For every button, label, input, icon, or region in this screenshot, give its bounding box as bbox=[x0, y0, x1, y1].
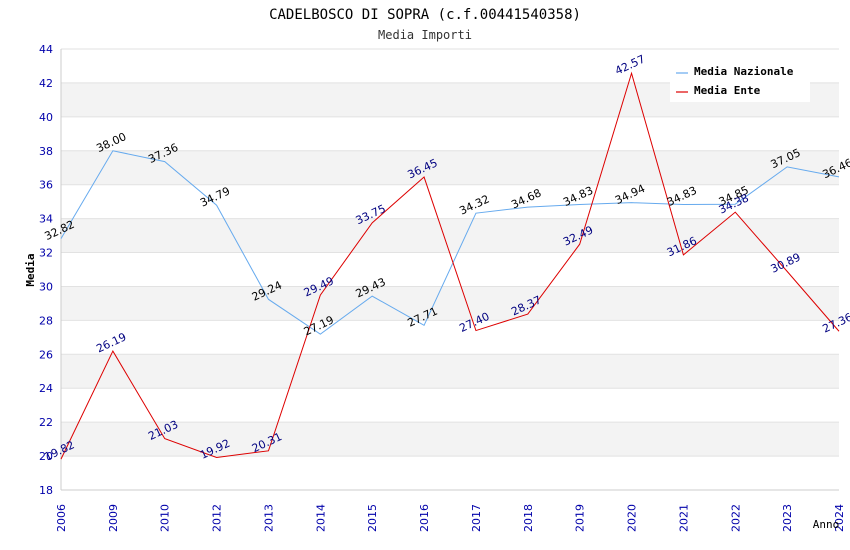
data-label: 34.83 bbox=[665, 184, 699, 209]
y-tick-label: 28 bbox=[39, 314, 53, 327]
data-label: 26.19 bbox=[94, 330, 128, 355]
x-tick-label: 2013 bbox=[262, 504, 275, 532]
y-tick-label: 18 bbox=[39, 484, 53, 497]
series-line-media-nazionale bbox=[60, 150, 840, 335]
x-tick-label: 2022 bbox=[729, 504, 742, 532]
x-tick-label: 2019 bbox=[574, 504, 587, 532]
y-tick-label: 34 bbox=[39, 213, 53, 226]
legend-label-media-ente: Media Ente bbox=[694, 84, 761, 97]
grid-band bbox=[61, 150, 839, 185]
data-label: 34.32 bbox=[457, 192, 491, 217]
data-label: 34.79 bbox=[198, 184, 232, 209]
legend-box bbox=[670, 60, 810, 102]
y-tick-label: 32 bbox=[39, 247, 53, 260]
y-tick-label: 22 bbox=[39, 416, 53, 429]
y-tick-label: 36 bbox=[39, 179, 53, 192]
y-tick-label: 20 bbox=[39, 450, 53, 463]
x-tick-label: 2006 bbox=[55, 504, 68, 532]
x-tick-label: 2016 bbox=[418, 504, 431, 532]
chart-title: CADELBOSCO DI SOPRA (c.f.00441540358) bbox=[269, 7, 581, 23]
x-tick-label: 2010 bbox=[159, 504, 172, 532]
x-tick-label: 2020 bbox=[626, 504, 639, 532]
y-tick-label: 40 bbox=[39, 111, 53, 124]
x-tick-label: 2021 bbox=[677, 504, 690, 532]
y-tick-label: 38 bbox=[39, 145, 53, 158]
chart-subtitle: Media Importi bbox=[378, 28, 472, 42]
data-label: 34.83 bbox=[561, 184, 595, 209]
x-tick-label: 2023 bbox=[781, 504, 794, 532]
y-tick-label: 24 bbox=[39, 382, 53, 395]
data-label: 42.57 bbox=[613, 53, 647, 78]
legend: Media Nazionale Media Ente bbox=[670, 60, 810, 102]
data-label: 30.89 bbox=[769, 251, 803, 276]
x-tick-label: 2015 bbox=[366, 504, 379, 532]
y-axis-label: Media bbox=[24, 253, 37, 286]
grid-band bbox=[61, 422, 839, 457]
series-line-media-ente bbox=[60, 71, 840, 460]
grid-band bbox=[61, 354, 839, 389]
x-tick-label: 2009 bbox=[107, 504, 120, 532]
axes bbox=[60, 49, 839, 491]
y-tick-label: 26 bbox=[39, 348, 53, 361]
series-layer bbox=[60, 71, 840, 460]
data-label: 19.82 bbox=[42, 438, 76, 463]
y-tick-label: 42 bbox=[39, 77, 53, 90]
y-tick-label: 44 bbox=[39, 43, 53, 56]
x-tick-labels: 2006 2009 2010 2012 2013 2014 2015 2016 2017 2018… bbox=[55, 504, 846, 532]
x-axis-label: Anno bbox=[813, 518, 840, 531]
x-tick-label: 2017 bbox=[470, 504, 483, 532]
y-tick-labels: 18 20 22 24 26 28 30 32 34 36 38 40 42 44 bbox=[39, 43, 53, 497]
legend-label-media-nazionale: Media Nazionale bbox=[694, 65, 794, 78]
x-tick-label: 2012 bbox=[211, 504, 224, 532]
x-tick-label: 2024 bbox=[833, 504, 846, 532]
x-tick-label: 2018 bbox=[522, 504, 535, 532]
y-tick-label: 30 bbox=[39, 280, 53, 293]
grid-band bbox=[61, 218, 839, 253]
x-tick-label: 2014 bbox=[314, 504, 327, 532]
grid-band bbox=[61, 286, 839, 321]
